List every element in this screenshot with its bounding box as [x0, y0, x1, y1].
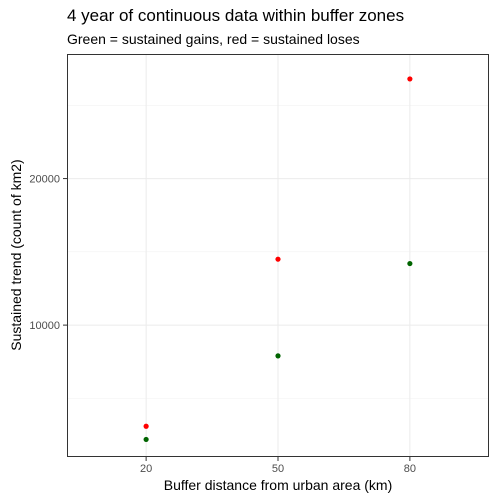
x-tick-label: 50	[272, 463, 284, 475]
y-axis-label: Sustained trend (count of km2)	[8, 159, 24, 351]
y-tick-label: 20000	[29, 174, 60, 186]
x-tick-label: 80	[404, 463, 416, 475]
chart-subtitle: Green = sustained gains, red = sustained…	[67, 31, 360, 47]
x-axis-label: Buffer distance from urban area (km)	[163, 477, 393, 493]
axis-ticks: 10000 20000 20 50 80	[29, 174, 416, 475]
y-tick-label: 10000	[29, 320, 60, 332]
plot-panel-border	[67, 54, 489, 457]
data-point	[407, 260, 413, 267]
data-point	[143, 436, 149, 443]
x-tick-label: 20	[140, 463, 152, 475]
data-point	[407, 76, 413, 82]
chart-title: 4 year of continuous data within buffer …	[67, 6, 405, 25]
data-point	[143, 423, 149, 429]
data-point	[275, 353, 281, 359]
data-point	[275, 256, 281, 262]
data-points	[143, 76, 413, 443]
grid-lines	[67, 54, 489, 457]
